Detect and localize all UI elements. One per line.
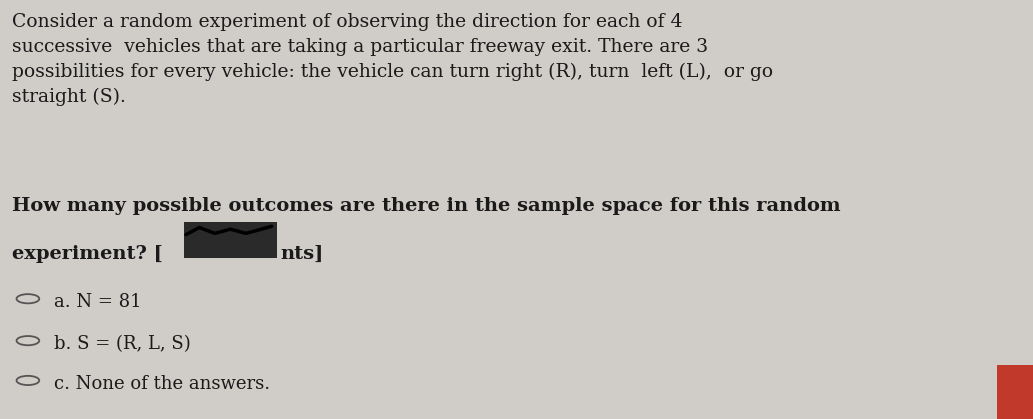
Text: c. None of the answers.: c. None of the answers. [54, 375, 270, 393]
Text: a. N = 81: a. N = 81 [54, 293, 142, 311]
Text: Consider a random experiment of observing the direction for each of 4
successive: Consider a random experiment of observin… [12, 13, 774, 106]
Text: experiment? [: experiment? [ [12, 245, 163, 263]
Text: nts]: nts] [280, 245, 323, 263]
Bar [997, 365, 1033, 419]
Bar [184, 222, 277, 258]
Text: b. S = (R, L, S): b. S = (R, L, S) [54, 335, 190, 353]
Text: How many possible outcomes are there in the sample space for this random: How many possible outcomes are there in … [12, 197, 841, 215]
